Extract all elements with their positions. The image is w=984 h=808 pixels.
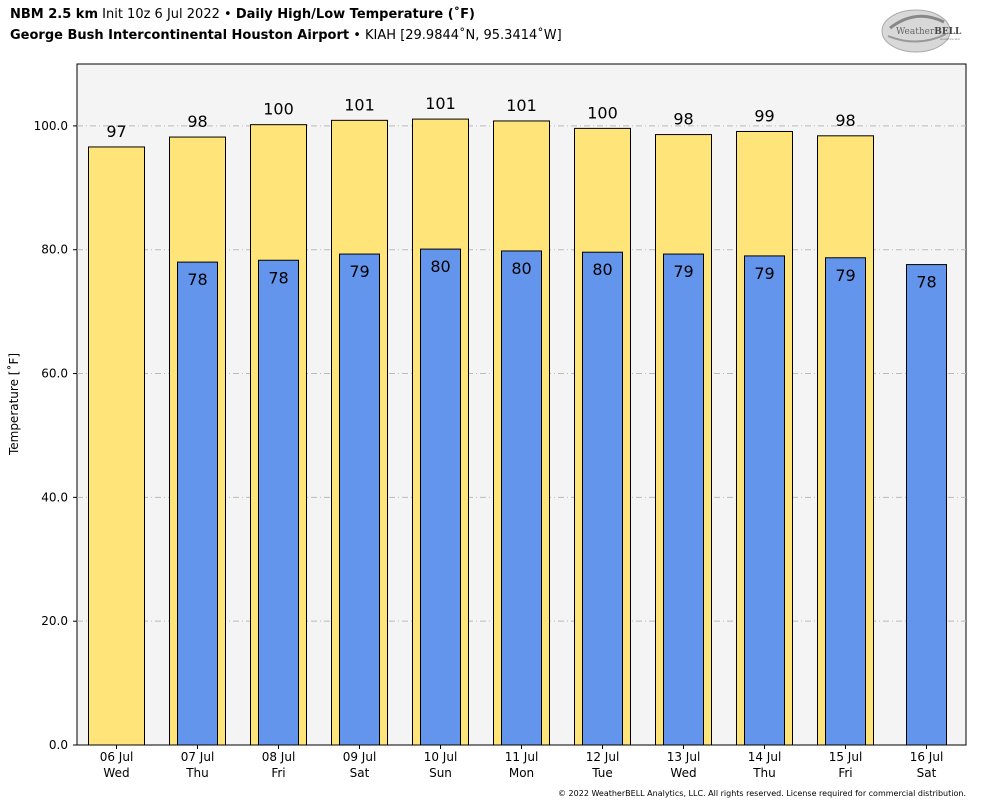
high-temp-label: 101 [425,94,456,113]
high-temp-bar [88,146,145,746]
x-tick-label-day: Wed [103,766,129,780]
x-tick-label-day: Fri [838,766,852,780]
chart-title-line-1: NBM 2.5 km Init 10z 6 Jul 2022 • Daily H… [10,7,475,22]
low-temp-bar [420,248,461,746]
high-temp-label: 99 [754,106,774,125]
bars [88,118,947,746]
low-temp-bar [744,255,785,746]
value-labels: 97 98 78 100 78 101 79 101 80 101 80 100 80 98 79 99 79 9… [106,94,936,291]
low-temp-bar [177,261,218,746]
x-tick-label-date: 10 Jul [424,750,458,764]
weatherbell-logo: WeatherBELL Analytics LLC [881,9,962,53]
product-name: Daily High/Low Temperature (˚F) [235,7,475,22]
high-temp-label: 98 [673,110,693,129]
y-tick-label: 0.0 [49,738,68,752]
x-tick-label-day: Sun [429,766,452,780]
x-tick-label-date: 11 Jul [505,750,539,764]
low-temp-bar [501,250,542,746]
low-temp-bar [258,259,299,746]
high-temp-label: 100 [587,103,618,122]
low-temp-label: 80 [592,260,612,279]
x-tick-label-date: 14 Jul [748,750,782,764]
y-tick-label: 60.0 [41,367,68,381]
low-temp-label: 78 [268,268,288,287]
separator-bullet: • [224,7,232,22]
station-name: George Bush Intercontinental Houston Air… [10,28,350,43]
x-tick-label-day: Mon [509,766,534,780]
low-temp-bar [663,253,704,746]
high-temp-label: 98 [187,112,207,131]
x-axis: 06 Jul Wed 07 Jul Thu 08 Jul Fri 09 Jul Sat 10 J… [100,745,944,780]
x-tick-label-date: 08 Jul [262,750,296,764]
x-tick-label-day: Sat [350,766,370,780]
low-temp-bar [825,257,866,746]
y-tick-label: 20.0 [41,614,68,628]
low-temp-label: 79 [673,262,693,281]
y-tick-label: 40.0 [41,490,68,504]
x-tick-label-date: 15 Jul [829,750,863,764]
x-tick-label-date: 13 Jul [667,750,701,764]
low-temp-label: 79 [835,266,855,285]
high-temp-label: 98 [835,111,855,130]
x-tick-label-date: 07 Jul [181,750,215,764]
low-temp-bar [582,251,623,746]
station-info: KIAH [29.9844˚N, 95.3414˚W] [365,28,562,43]
chart-title-line-2: George Bush Intercontinental Houston Air… [10,28,562,43]
init-time: Init 10z 6 Jul 2022 [102,7,220,22]
low-temp-bar [906,264,947,746]
x-tick-label-day: Thu [185,766,209,780]
x-tick-label-day: Fri [271,766,285,780]
high-temp-label: 100 [263,100,294,119]
high-temp-label: 97 [106,122,126,141]
separator-bullet: • [353,28,361,43]
x-tick-label-date: 16 Jul [910,750,944,764]
high-temp-label: 101 [344,95,375,114]
low-temp-label: 78 [916,273,936,292]
x-tick-label-day: Thu [752,766,776,780]
x-tick-label-date: 09 Jul [343,750,377,764]
low-temp-label: 79 [349,262,369,281]
copyright-notice: © 2022 WeatherBELL Analytics, LLC. All r… [558,789,966,798]
x-tick-label-date: 12 Jul [586,750,620,764]
low-temp-label: 78 [187,270,207,289]
x-tick-label-day: Wed [670,766,696,780]
x-tick-label-day: Tue [591,766,613,780]
high-temp-label: 101 [506,96,537,115]
y-tick-label: 80.0 [41,243,68,257]
y-tick-label: 100.0 [34,119,68,133]
svg-text:Analytics LLC: Analytics LLC [940,37,960,41]
y-axis-label: Temperature [˚F] [7,352,21,456]
low-temp-label: 80 [430,257,450,276]
x-tick-label-date: 06 Jul [100,750,134,764]
svg-text:WeatherBELL: WeatherBELL [896,27,962,37]
x-tick-label-day: Sat [917,766,937,780]
y-axis: 0.0 20.0 40.0 60.0 80.0 100.0 [34,119,77,752]
low-temp-label: 80 [511,259,531,278]
low-temp-bar [339,253,380,746]
low-temp-label: 79 [754,264,774,283]
model-name: NBM 2.5 km [10,7,98,22]
